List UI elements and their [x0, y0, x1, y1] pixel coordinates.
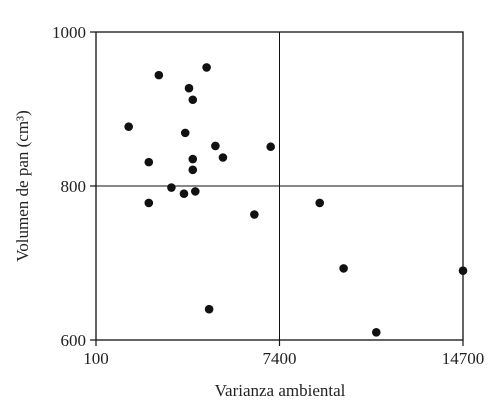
- data-point: [124, 122, 133, 132]
- data-point: [190, 187, 200, 196]
- x-tick-label: 14700: [442, 349, 485, 368]
- axis-ticks: [90, 31, 464, 346]
- tick-labels: 100 7400 14700 600 800 1000: [52, 23, 484, 368]
- data-points: [124, 63, 468, 337]
- data-point: [202, 63, 211, 72]
- data-point: [371, 328, 381, 337]
- data-point: [167, 183, 176, 192]
- data-point: [204, 304, 214, 314]
- y-tick-label: 1000: [52, 23, 86, 42]
- data-point: [218, 153, 228, 162]
- data-point: [339, 264, 348, 273]
- data-point: [211, 141, 220, 151]
- data-point: [315, 198, 325, 208]
- data-point: [180, 128, 190, 138]
- data-point: [188, 154, 198, 164]
- data-point: [266, 142, 276, 152]
- data-point: [458, 266, 468, 276]
- data-point: [188, 165, 198, 175]
- data-point: [188, 95, 198, 105]
- y-tick-label: 600: [61, 331, 87, 350]
- data-point: [184, 83, 194, 93]
- x-tick-label: 100: [83, 349, 109, 368]
- data-point: [144, 157, 154, 167]
- x-tick-label: 7400: [263, 349, 297, 368]
- y-axis-title: Volumen de pan (cm³): [13, 110, 32, 262]
- x-axis-title: Varianza ambiental: [215, 381, 346, 400]
- data-point: [144, 198, 154, 208]
- data-point: [250, 210, 259, 219]
- data-point: [179, 189, 189, 198]
- y-tick-label: 800: [61, 177, 87, 196]
- data-point: [154, 70, 164, 80]
